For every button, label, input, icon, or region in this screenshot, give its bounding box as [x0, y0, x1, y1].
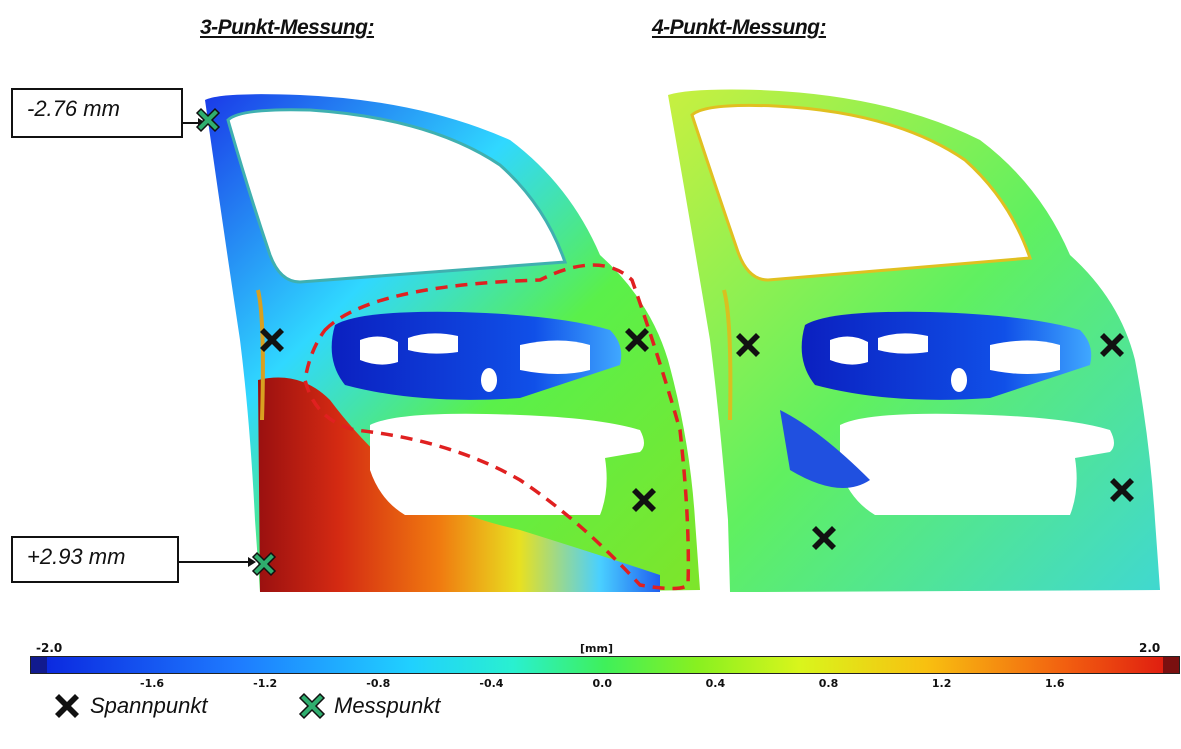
door-right-window [690, 103, 1033, 282]
spannpunkt-marker [632, 488, 656, 512]
spannpunkt-marker [812, 526, 836, 550]
scale-tick-label: -1.6 [140, 677, 165, 690]
messpunkt-marker-bottom [251, 551, 277, 577]
spannpunkt-marker [736, 333, 760, 357]
door-left [205, 94, 700, 592]
color-scale-bar [30, 656, 1180, 674]
door-left-window [226, 108, 568, 284]
legend-messpunkt-label: Messpunkt [334, 693, 441, 718]
legend-messpunkt-icon [298, 692, 326, 720]
scale-min-label: -2.0 [36, 641, 63, 655]
scale-tick-label: 0.4 [705, 677, 726, 690]
scale-tick-label: 0.8 [818, 677, 839, 690]
spannpunkt-marker [625, 328, 649, 352]
spannpunkt-marker [1100, 333, 1124, 357]
door-right-lower-cutout [840, 413, 1114, 515]
legend-spannpunkt-icon [55, 694, 79, 718]
scale-tick-label: 1.6 [1045, 677, 1065, 690]
scale-max-label: 2.0 [1139, 641, 1161, 655]
title-4-punkt: 4-Punkt-Messung: [652, 16, 827, 39]
legend-spannpunkt-label: Spannpunkt [90, 693, 208, 718]
scale-tick-label: 0.0 [592, 677, 613, 690]
scale-tick-label: -1.2 [253, 677, 278, 690]
scale-tick-label: -0.4 [479, 677, 504, 690]
callout-max-deviation: +2.93 mm [11, 536, 179, 583]
door-left-inner-panel [331, 311, 622, 400]
spannpunkt-marker [1110, 478, 1134, 502]
spannpunkt-marker [260, 328, 284, 352]
scale-tick-label: -0.8 [366, 677, 391, 690]
door-right-inner-panel [801, 311, 1092, 400]
highlight-region-outline [303, 263, 691, 591]
title-3-punkt: 3-Punkt-Messung: [200, 16, 375, 39]
scale-tick-label: 1.2 [931, 677, 952, 690]
messpunkt-marker-top [195, 107, 221, 133]
door-left-hot-zone [258, 377, 660, 592]
callout-arrow-bottom [179, 557, 256, 567]
callout-min-deviation: -2.76 mm [11, 88, 183, 138]
scale-unit-label: [mm] [580, 642, 613, 655]
door-right [668, 89, 1160, 593]
door-left-lower-cutout [370, 413, 644, 515]
